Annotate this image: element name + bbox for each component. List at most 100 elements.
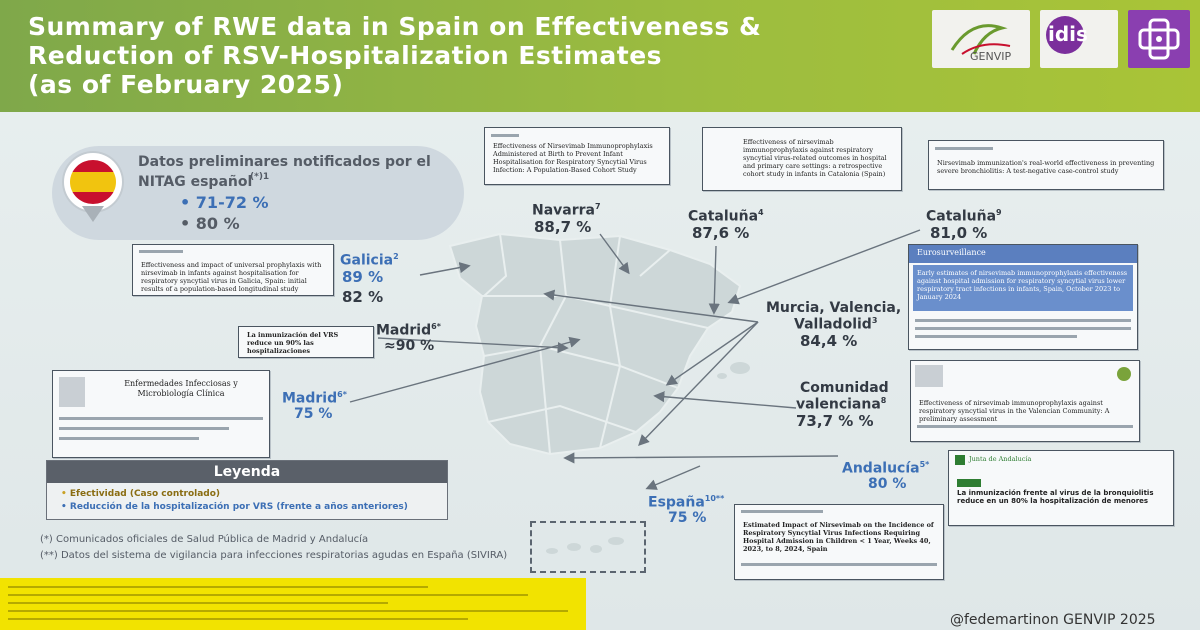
- label-galicia: Galicia2: [340, 252, 399, 269]
- canary-islands-box: [530, 521, 646, 573]
- doc-cataluna-4-title: Effectiveness of nirsevimab immunoprophy…: [743, 138, 887, 178]
- madrid-b-ref: 6*: [337, 390, 347, 399]
- genvip-swirl-icon: [950, 24, 1011, 55]
- doc-galicia-title: Effectiveness and impact of universal pr…: [141, 261, 322, 293]
- doc-andalucia: Junta de Andalucía La inmunización frent…: [948, 450, 1174, 526]
- journal-cover-icon: [59, 377, 85, 407]
- label-espana: España10**: [648, 494, 724, 511]
- galicia-ref: 2: [393, 252, 399, 261]
- label-murcia-valencia-valladolid-1: Murcia, Valencia,: [766, 300, 902, 316]
- value-madrid-a: ≈90 %: [384, 338, 435, 354]
- value-comunidad: 73,7 % %: [796, 412, 874, 430]
- value-espana: 75 %: [668, 510, 707, 526]
- slide-title-line-2: Reduction of RSV-Hospitalization Estimat…: [28, 41, 663, 70]
- cataluna-9-name: Cataluña: [926, 208, 997, 225]
- nitag-bullet-2: • 80 %: [180, 214, 240, 233]
- doc-cataluna-9: Nirsevimab immunization's real-world eff…: [928, 140, 1164, 190]
- legend-item-effectiveness: • Efectividad (Caso controlado): [61, 489, 220, 499]
- cataluna-9-ref: 9: [996, 208, 1002, 217]
- doc-eurosurveillance-header: Eurosurveillance: [917, 248, 986, 257]
- label-cataluna-4: Cataluña4: [688, 208, 764, 225]
- value-cataluna-9: 81,0 %: [930, 224, 988, 242]
- doc-cataluna-9-title: Nirsevimab immunization's real-world eff…: [937, 159, 1155, 175]
- label-navarra: Navarra7: [532, 202, 601, 219]
- spain-map: [448, 232, 750, 456]
- navarra-name: Navarra: [532, 202, 595, 219]
- doc-cataluna-4: Effectiveness of nirsevimab immunoprophy…: [702, 127, 902, 191]
- footnote-1: (*) Comunicados oficiales de Salud Públi…: [40, 534, 369, 545]
- doc-eurosurveillance-title: Early estimates of nirsevimab immunoprop…: [917, 269, 1128, 301]
- balearic-islands-shape: [730, 362, 750, 374]
- idis-logo-text: idis: [1048, 22, 1088, 46]
- espana-ref: 10**: [704, 494, 725, 503]
- nitag-value-1: 71-72 %: [195, 193, 269, 212]
- legend-title: Leyenda: [47, 461, 447, 483]
- slide-title: Summary of RWE data in Spain on Effectiv…: [28, 12, 761, 99]
- idis-circle-icon: [1046, 16, 1084, 54]
- murcia-ref: 3: [871, 316, 878, 325]
- legend-item-reduction: • Reducción de la hospitalización por VR…: [61, 502, 408, 512]
- doc-andalucia-title: La inmunización frente al virus de la br…: [957, 489, 1154, 505]
- genvip-logo: GENVIP: [932, 10, 1030, 68]
- genvip-logo-text: GENVIP: [970, 50, 1012, 63]
- nitag-footnote-mark: (*)1: [250, 172, 270, 182]
- header-banner: Summary of RWE data in Spain on Effectiv…: [0, 0, 1200, 112]
- label-cataluna-9: Cataluña9: [926, 208, 1002, 225]
- doc-comunidad-title: Effectiveness of nirsevimab immunoprophy…: [919, 399, 1110, 423]
- value-galicia-2: 82 %: [342, 288, 384, 306]
- doc-madrid-news: La inmunización del VRS reduce un 90% la…: [238, 326, 374, 358]
- spain-flag-pin-icon: [70, 160, 116, 204]
- nitag-bullet-1: • 71-72 %: [180, 193, 269, 212]
- doc-espana-title: Estimated Impact of Nirsevimab on the In…: [743, 521, 934, 553]
- spain-mainland-shape: [448, 232, 742, 456]
- slide-title-line-3: (as of February 2025): [28, 70, 344, 99]
- value-andalucia: 80 %: [868, 476, 907, 492]
- madrid-a-ref: 6*: [431, 322, 441, 331]
- legend-item-2-text: Reducción de la hospitalización por VRS …: [69, 502, 408, 512]
- cataluna-4-name: Cataluña: [688, 208, 759, 225]
- label-murcia-valencia-valladolid-2: Valladolid3: [794, 316, 877, 333]
- value-murcia-valencia-valladolid: 84,4 %: [800, 332, 858, 350]
- label-comunidad-1: Comunidad: [800, 380, 889, 396]
- idis-logo: idis: [1040, 10, 1118, 68]
- galicia-name: Galicia: [340, 252, 394, 269]
- label-andalucia: Andalucía5*: [842, 460, 929, 477]
- doc-navarra-title: Effectiveness of Nirsevimab Immunoprophy…: [493, 142, 653, 174]
- cross-logo: [1128, 10, 1190, 68]
- doc-comunidad: Effectiveness of nirsevimab immunoprophy…: [910, 360, 1140, 442]
- nitag-summary-box: [52, 146, 464, 240]
- value-madrid-b: 75 %: [294, 406, 333, 422]
- navarra-ref: 7: [595, 202, 601, 211]
- label-comunidad-2: valenciana8: [796, 396, 886, 413]
- value-navarra: 88,7 %: [534, 218, 592, 236]
- nitag-title-line-2: NITAG español: [138, 174, 253, 190]
- legend-item-1-text: Efectividad (Caso controlado): [69, 489, 221, 499]
- label-madrid-a: Madrid6*: [376, 322, 441, 339]
- references-strip: [0, 578, 586, 630]
- doc-navarra: Effectiveness of Nirsevimab Immunoprophy…: [484, 127, 670, 185]
- andalucia-name: Andalucía: [842, 460, 920, 477]
- cataluna-4-ref: 4: [758, 208, 764, 217]
- value-cataluna-4: 87,6 %: [692, 224, 750, 242]
- doc-andalucia-header: Junta de Andalucía: [969, 455, 1032, 463]
- murcia-name-line2: Valladolid: [794, 316, 872, 333]
- nitag-title-line-1: Datos preliminares notificados por el: [138, 154, 431, 170]
- value-galicia-1: 89 %: [342, 268, 384, 286]
- madrid-b-name: Madrid: [282, 390, 338, 407]
- comunidad-ref: 8: [880, 396, 887, 405]
- doc-galicia: Effectiveness and impact of universal pr…: [132, 244, 334, 296]
- espana-name: España: [648, 494, 705, 511]
- doc-madrid-news-title: La inmunización del VRS reduce un 90% la…: [247, 331, 339, 355]
- nitag-value-2: 80 %: [195, 214, 240, 233]
- doc-espana: Estimated Impact of Nirsevimab on the In…: [734, 504, 944, 580]
- footer-handle: @fedemartinon GENVIP 2025: [950, 612, 1156, 628]
- label-madrid-b: Madrid6*: [282, 390, 347, 407]
- andalucia-ref: 5*: [919, 460, 930, 469]
- comunidad-name-line2: valenciana: [796, 396, 881, 413]
- slide-title-line-1: Summary of RWE data in Spain on Effectiv…: [28, 12, 762, 41]
- legend-bullet-1: •: [61, 489, 67, 499]
- madrid-a-name: Madrid: [376, 322, 432, 339]
- andalucia-logo-icon: [955, 455, 965, 465]
- legend-box: Leyenda • Efectividad (Caso controlado) …: [46, 460, 448, 520]
